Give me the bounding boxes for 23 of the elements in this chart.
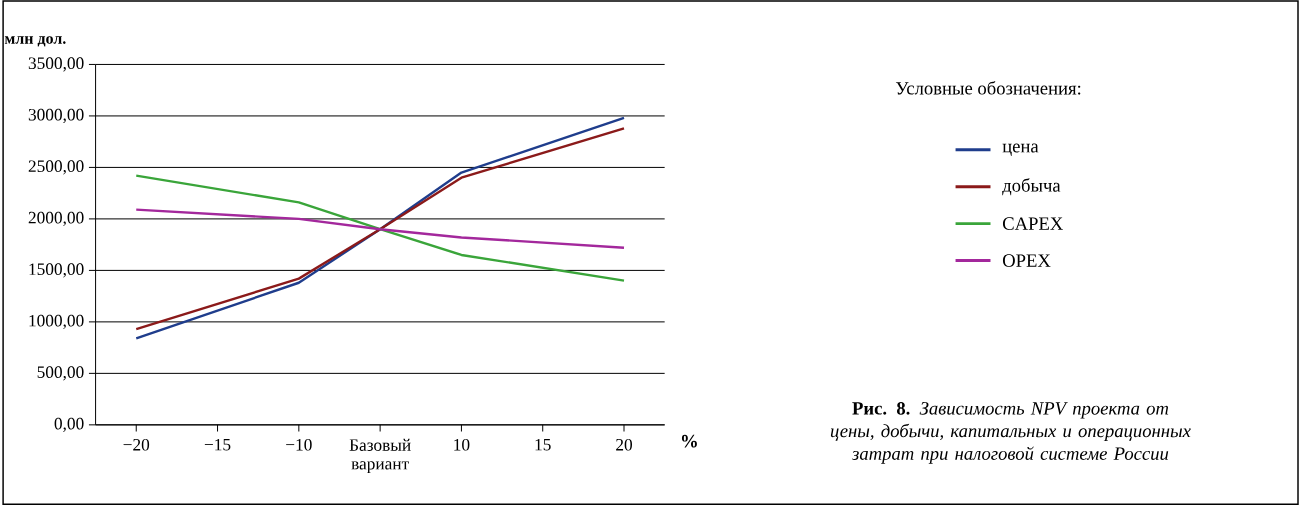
x-tick-label: 15 bbox=[535, 438, 551, 451]
x-tick-label: −20 bbox=[123, 438, 150, 451]
y-tick-label: 2500,00 bbox=[28, 160, 84, 175]
x-tick-label: −10 bbox=[286, 438, 312, 451]
y-tick-label: 3000,00 bbox=[28, 108, 84, 123]
legend-label: добыча bbox=[1002, 178, 1061, 196]
x-tick-label: −15 bbox=[204, 438, 231, 451]
x-tick-label: Базовый вариант bbox=[349, 438, 411, 473]
legend-title: Условные обозначения: bbox=[895, 80, 1081, 95]
y-tick-label: 0,00 bbox=[54, 417, 84, 432]
y-tick-label: 500,00 bbox=[37, 366, 84, 381]
x-tick-label: 20 bbox=[616, 438, 633, 451]
y-tick-label: 2000,00 bbox=[28, 211, 84, 226]
y-axis-title: млн дол. bbox=[4, 36, 66, 47]
legend-label: OPEX bbox=[1002, 254, 1051, 267]
x-axis-title: % bbox=[681, 434, 697, 448]
legend-label: цена bbox=[1002, 143, 1039, 156]
y-tick-label: 1000,00 bbox=[29, 314, 84, 329]
x-tick-label: 10 bbox=[454, 438, 470, 451]
legend-label: CAPEX bbox=[1002, 217, 1063, 230]
y-tick-label: 1500,00 bbox=[29, 263, 84, 278]
text: Рис. 8. Зависимость NPV проекта от цены, добычи, капитальных и операционных затрат при налоговой системе России bbox=[830, 401, 1191, 464]
y-tick-label: 3500,00 bbox=[28, 57, 84, 72]
